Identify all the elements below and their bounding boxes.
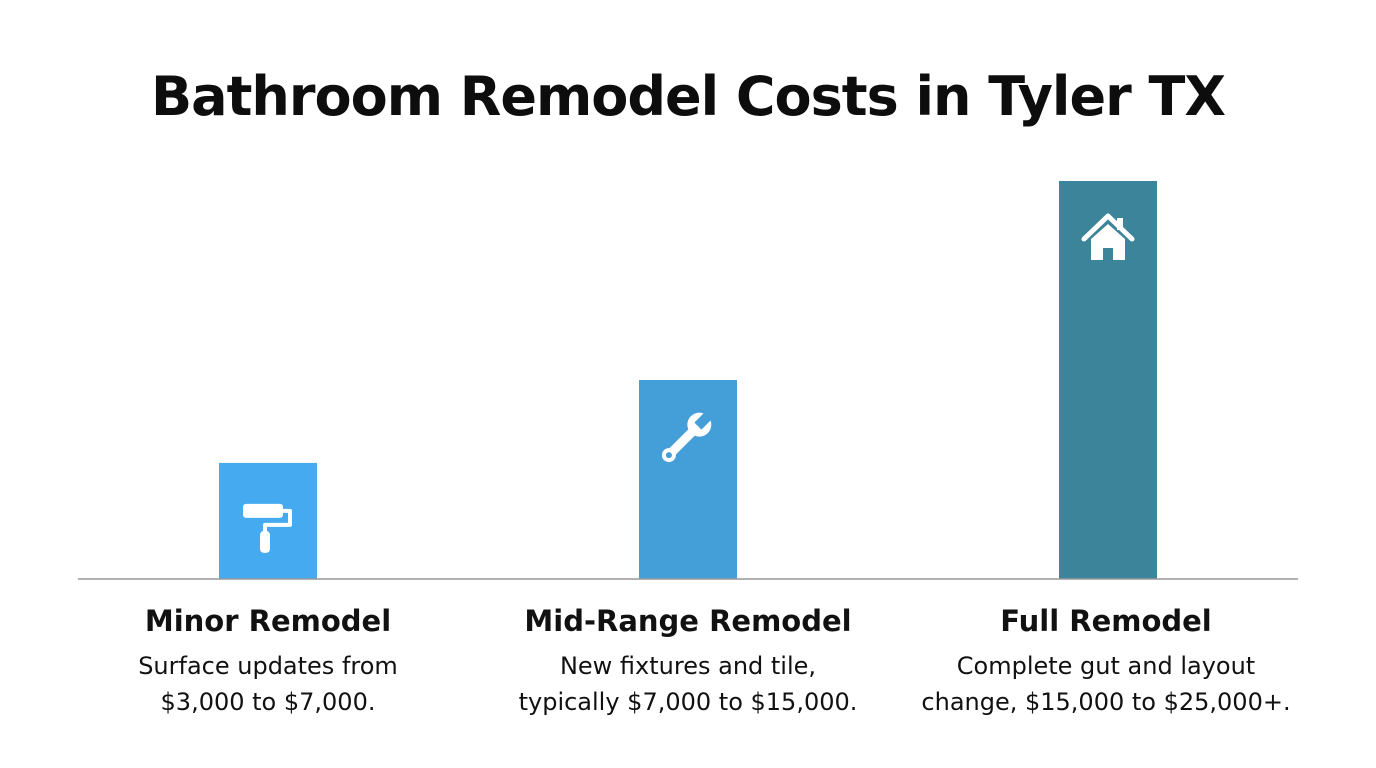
wrench-icon [661,409,715,463]
bars-layer [219,181,1157,579]
category-description-minor: Surface updates from $3,000 to $7,000. [58,648,478,720]
description-line: Surface updates from [138,652,398,680]
description-line: New fixtures and tile, [559,652,817,680]
house-icon [1081,213,1135,260]
icons-layer [243,213,1135,553]
category-label-full: Full Remodel [1000,604,1212,638]
bar-minor-remodel [219,462,317,579]
category-label-mid-range: Mid-Range Remodel [524,604,852,638]
category-description-mid-range: New fixtures and tile, typically $7,000 … [478,648,898,720]
category-description-full: Complete gut and layout change, $15,000 … [896,648,1316,720]
bar-mid-range-remodel [639,380,737,579]
description-line: change, $15,000 to $25,000+. [921,688,1291,716]
paint-roller-icon [243,503,292,553]
description-line: $3,000 to $7,000. [160,688,376,716]
category-label-minor: Minor Remodel [144,604,392,638]
description-line: typically $7,000 to $15,000. [518,688,858,716]
description-line: Complete gut and layout [956,652,1256,680]
chart-title: Bathroom Remodel Costs in Tyler TX [151,65,1226,128]
